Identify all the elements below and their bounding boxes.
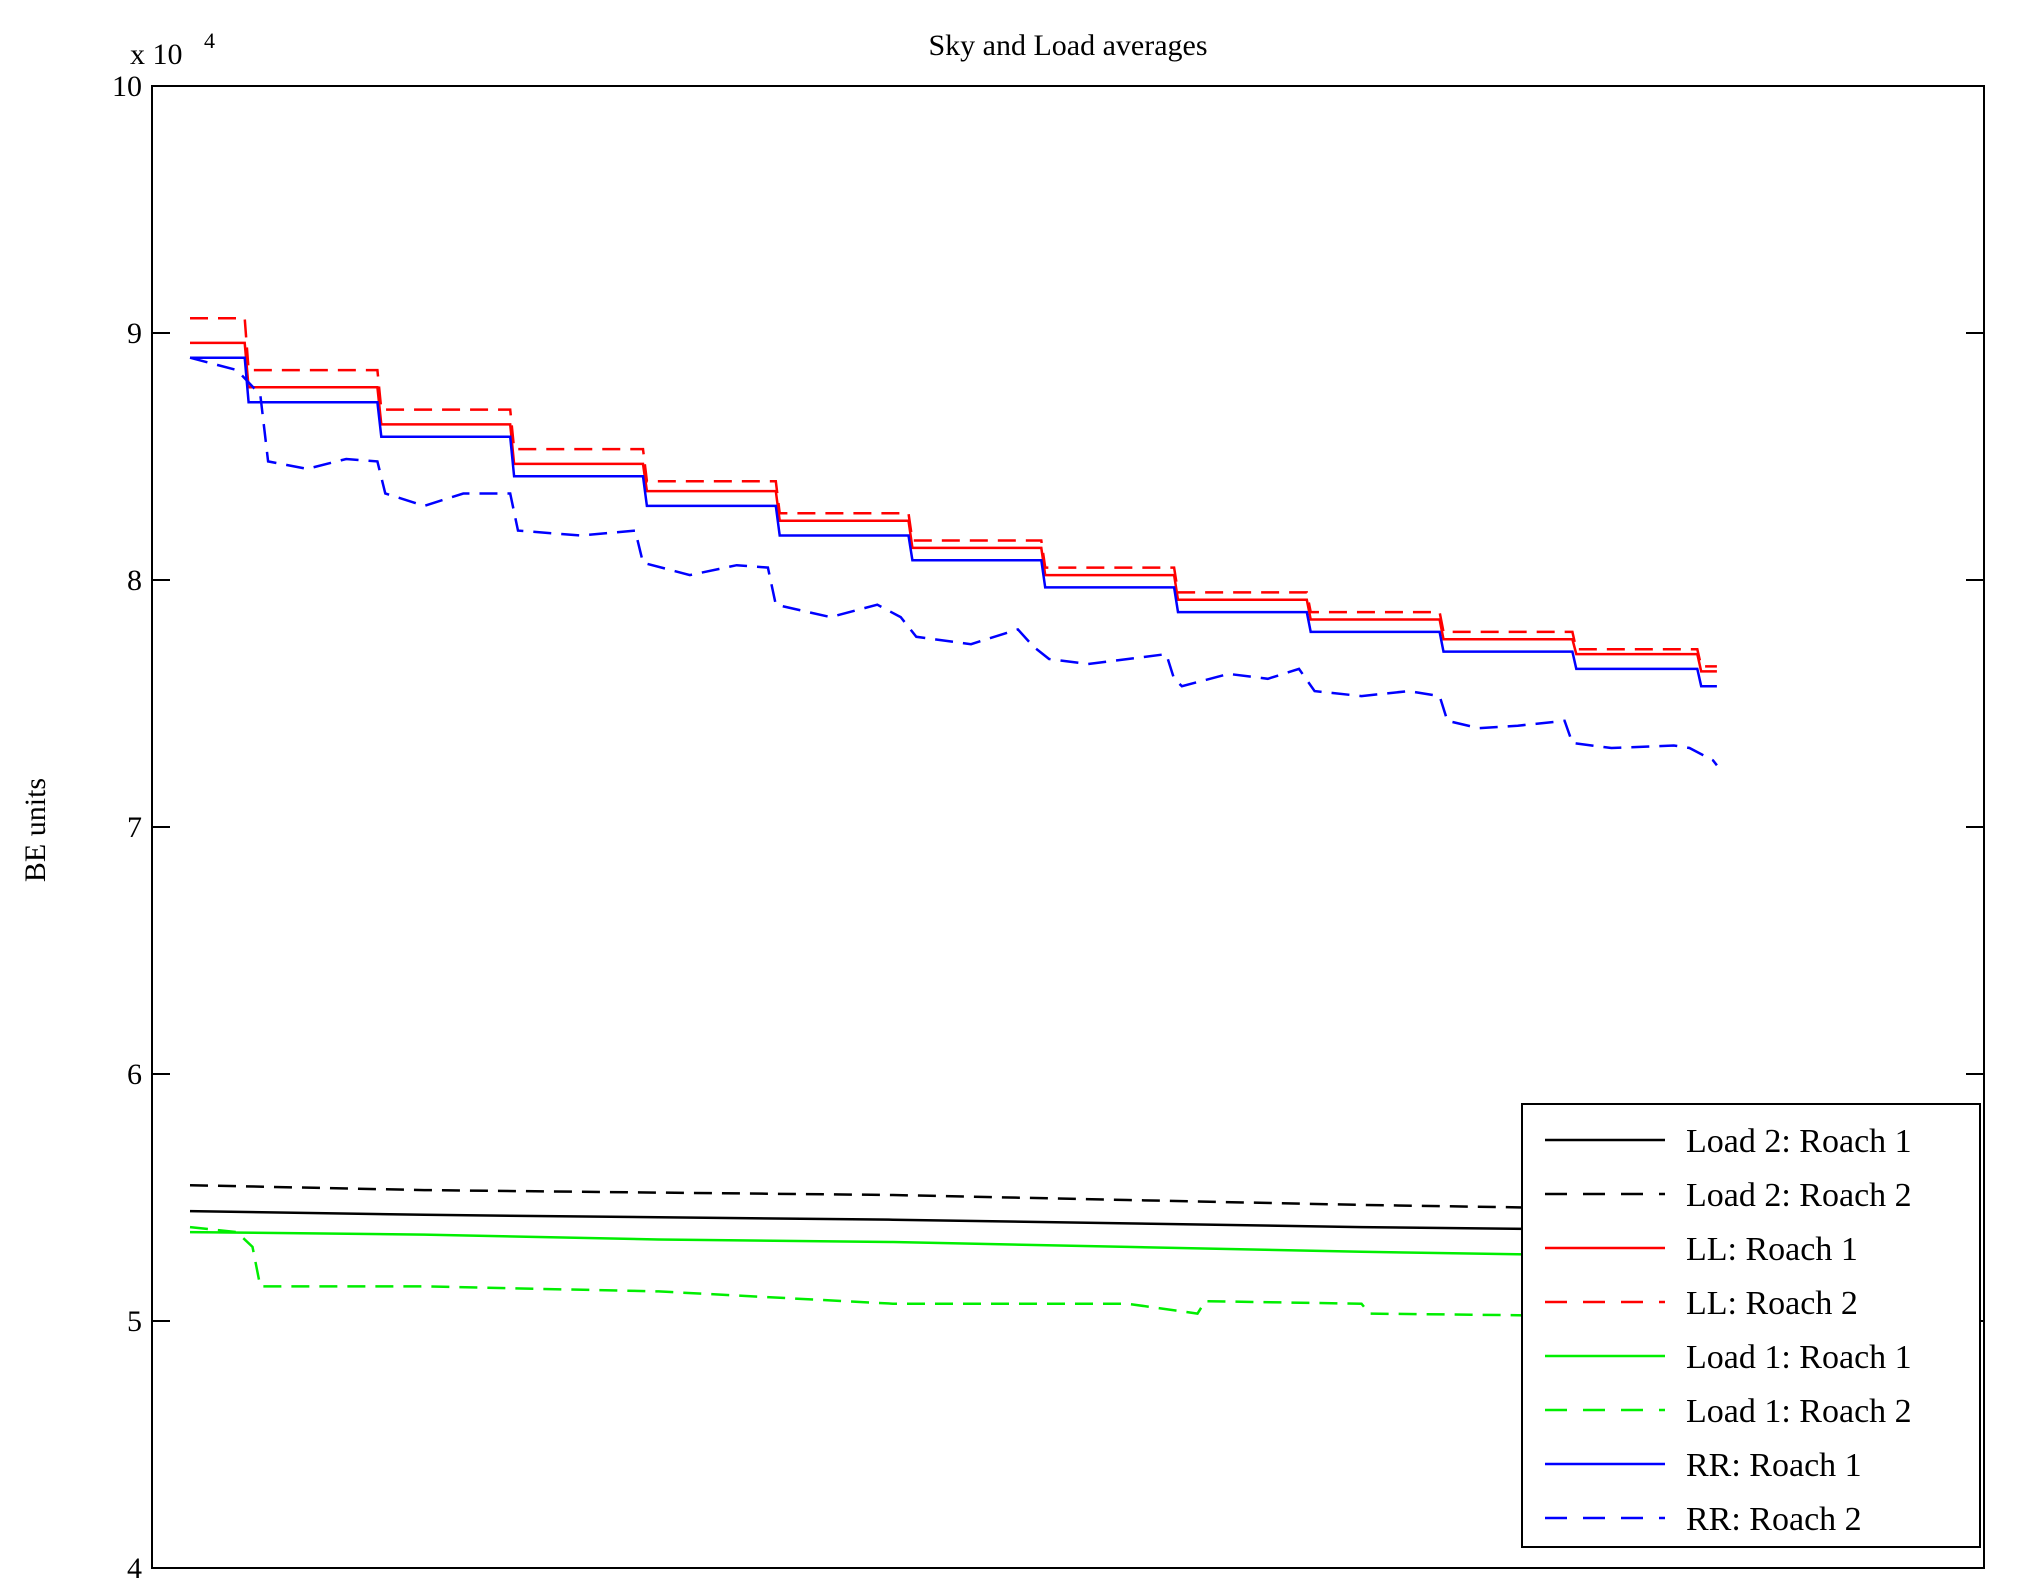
legend-label: Load 1: Roach 1 bbox=[1686, 1339, 1912, 1376]
y-axis-ticks: 4 5 6 7 8 9 10 bbox=[112, 70, 1984, 1585]
series-line-3 bbox=[190, 341, 1717, 673]
legend-label: Load 2: Roach 2 bbox=[1686, 1177, 1912, 1214]
legend-box bbox=[1521, 1103, 1981, 1548]
series-line-7 bbox=[190, 356, 1717, 688]
y-tick-label: 7 bbox=[127, 811, 142, 844]
y-tick-label: 10 bbox=[112, 70, 142, 103]
legend-label: Load 1: Roach 2 bbox=[1686, 1393, 1912, 1430]
legend-label: Load 2: Roach 1 bbox=[1686, 1123, 1912, 1160]
series-line-6 bbox=[189, 1225, 1596, 1318]
y-axis-label: BE units bbox=[19, 778, 52, 882]
y-tick-label: 9 bbox=[127, 317, 142, 350]
series-lines bbox=[189, 316, 1718, 1318]
chart-title: Sky and Load averages bbox=[928, 29, 1207, 62]
legend-label: RR: Roach 2 bbox=[1686, 1501, 1862, 1538]
series-line-1 bbox=[189, 1209, 1596, 1231]
y-tick-label: 4 bbox=[127, 1552, 142, 1585]
legend-label: LL: Roach 2 bbox=[1686, 1285, 1858, 1322]
series-line-5 bbox=[189, 1230, 1596, 1257]
legend-label: LL: Roach 1 bbox=[1686, 1231, 1858, 1268]
y-tick-label: 6 bbox=[127, 1058, 142, 1091]
y-tick-label: 5 bbox=[127, 1305, 142, 1338]
series-line-4 bbox=[190, 316, 1717, 668]
y-tick-label: 8 bbox=[127, 564, 142, 597]
legend: Load 2: Roach 1 Load 2: Roach 2 LL: Roach … bbox=[1521, 1103, 1981, 1548]
y-axis-multiplier: x 10 bbox=[130, 38, 183, 71]
legend-label: RR: Roach 1 bbox=[1686, 1447, 1862, 1484]
y-axis-exponent: 4 bbox=[204, 28, 215, 53]
series-line-8 bbox=[189, 356, 1718, 767]
series-line-2 bbox=[189, 1183, 1596, 1210]
